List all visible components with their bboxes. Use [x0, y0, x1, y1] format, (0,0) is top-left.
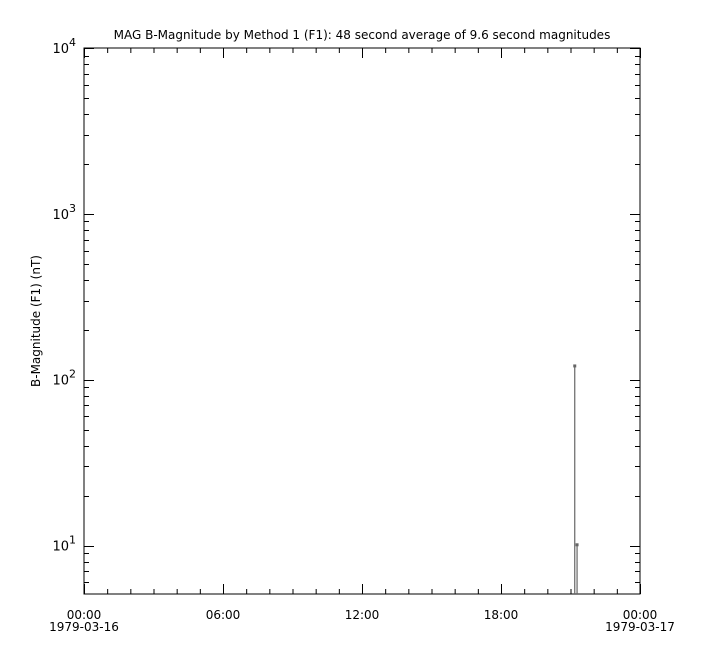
chart-title: MAG B-Magnitude by Method 1 (F1): 48 sec…: [114, 28, 611, 42]
x-tick-label: 00:00: [623, 608, 658, 622]
x-tick-label: 12:00: [345, 608, 380, 622]
y-tick-label: 103: [52, 202, 76, 223]
y-tick-label: 102: [52, 368, 76, 389]
x-tick-label: 00:00: [67, 608, 102, 622]
y-axis-label: B-Magnitude (F1) (nT): [29, 255, 43, 387]
x-tick-sublabel: 1979-03-17: [605, 620, 675, 634]
data-point: [575, 543, 579, 547]
y-tick-label: 101: [52, 534, 76, 555]
x-tick-label: 18:00: [484, 608, 519, 622]
data-series: [573, 364, 579, 594]
x-tick-sublabel: 1979-03-16: [49, 620, 119, 634]
y-tick-label: 104: [52, 36, 76, 57]
data-point: [573, 364, 577, 368]
plot-frame: [83, 47, 641, 595]
x-tick-label: 06:00: [206, 608, 241, 622]
